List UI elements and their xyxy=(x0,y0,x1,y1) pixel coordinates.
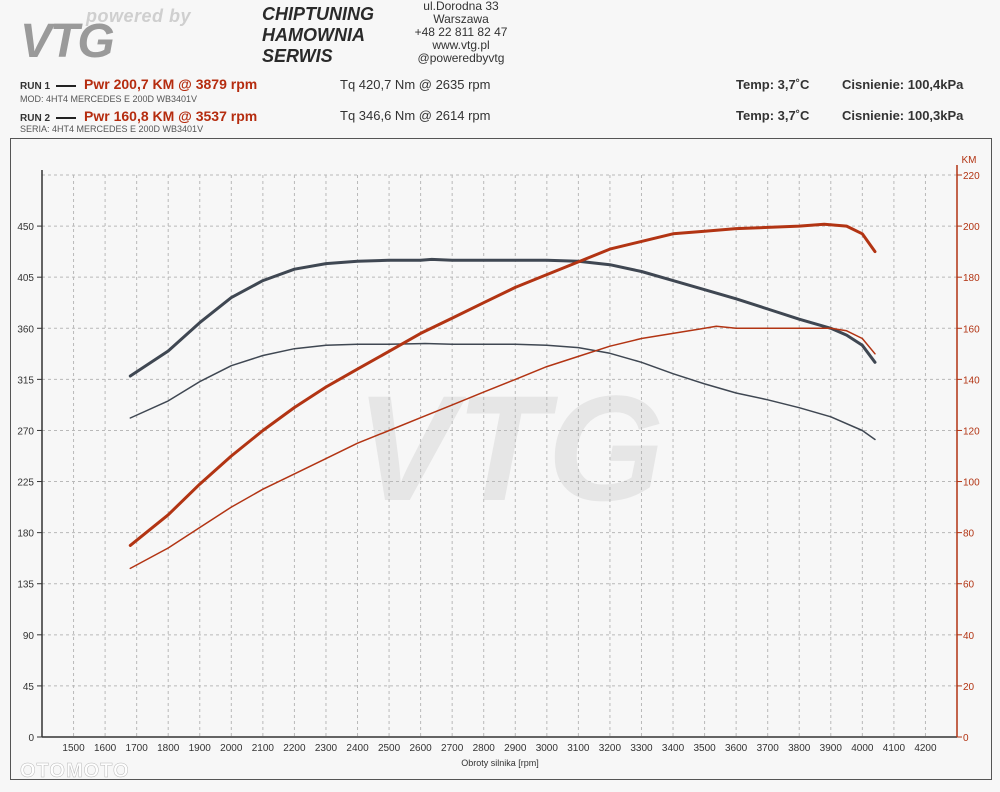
chart-panel xyxy=(10,138,992,780)
address-city: Warszawa xyxy=(433,12,489,26)
x-tick-label: 3700 xyxy=(757,743,780,754)
x-tick-label: 4000 xyxy=(851,743,874,754)
run1-line-icon xyxy=(56,84,77,87)
right-tick-label: 100 xyxy=(963,478,980,489)
address-social: @poweredbyvtg xyxy=(417,51,505,65)
run1-temp: Temp: 3,7˚C xyxy=(736,77,810,92)
right-tick-label: 200 xyxy=(963,222,980,233)
address-web: www.vtg.pl xyxy=(432,38,490,52)
run1-label: RUN 1 xyxy=(20,81,51,92)
logo-tagline: powered by xyxy=(86,6,192,26)
run2-pressure: Cisnienie: 100,3kPa xyxy=(842,108,964,123)
x-tick-label: 2600 xyxy=(409,743,432,754)
run2-header: RUN 2 Pwr 160,8 KM @ 3537 rpm xyxy=(20,108,257,124)
run2-label: RUN 2 xyxy=(20,113,51,124)
left-tick-label: 135 xyxy=(17,580,34,591)
left-tick-label: 180 xyxy=(17,529,34,540)
address-phone: +48 22 811 82 47 xyxy=(414,25,508,39)
left-tick-label: 405 xyxy=(17,273,34,284)
right-tick-label: 40 xyxy=(963,631,975,642)
run1-pressure: Cisnienie: 100,4kPa xyxy=(842,77,964,92)
x-tick-label: 4100 xyxy=(883,743,906,754)
service-line-3: SERWIS xyxy=(262,46,333,66)
otomoto-watermark: OTOMOTO xyxy=(20,760,130,783)
x-tick-label: 1500 xyxy=(62,743,85,754)
run2-line-icon xyxy=(56,116,77,119)
right-tick-label: 20 xyxy=(963,682,975,693)
service-line-2: HAMOWNIA xyxy=(262,25,365,45)
service-title: CHIPTUNING HAMOWNIA SERWIS xyxy=(262,4,374,67)
x-tick-label: 1600 xyxy=(94,743,117,754)
run1-power: Pwr 200,7 KM @ 3879 rpm xyxy=(84,76,258,92)
right-tick-label: 220 xyxy=(963,171,980,182)
right-tick-label: 180 xyxy=(963,273,980,284)
left-tick-label: 270 xyxy=(17,426,34,437)
right-axis-unit-label: KM xyxy=(962,155,977,166)
run1-info: MOD: 4HT4 MERCEDES E 200D WB3401V xyxy=(20,94,198,104)
power-run2-line xyxy=(129,325,876,570)
logo-mark: VTG xyxy=(20,15,115,68)
x-tick-label: 1900 xyxy=(189,743,212,754)
x-tick-label: 3400 xyxy=(662,743,685,754)
x-tick-label: 3100 xyxy=(567,743,590,754)
run1-torque: Tq 420,7 Nm @ 2635 rpm xyxy=(340,77,491,92)
right-tick-label: 120 xyxy=(963,426,980,437)
x-tick-label: 3300 xyxy=(630,743,653,754)
x-tick-label: 3200 xyxy=(599,743,622,754)
run2-torque: Tq 346,6 Nm @ 2614 rpm xyxy=(340,108,491,123)
x-tick-label: 3800 xyxy=(788,743,811,754)
torque-run1-line xyxy=(128,257,877,378)
left-tick-label: 45 xyxy=(23,682,35,693)
x-tick-label: 2500 xyxy=(378,743,401,754)
x-tick-label: 2200 xyxy=(283,743,306,754)
address-block: ul.Dorodna 33 Warszawa +48 22 811 82 47 … xyxy=(396,0,526,65)
x-tick-label: 2100 xyxy=(252,743,275,754)
chart-watermark-mark: VTG xyxy=(356,364,664,532)
right-tick-label: 160 xyxy=(963,324,980,335)
left-tick-label: 315 xyxy=(17,375,34,386)
x-tick-label: 2800 xyxy=(473,743,496,754)
run2-info: SERIA: 4HT4 MERCEDES E 200D WB3401V xyxy=(20,124,204,134)
x-axis-label: Obroty silnika [rpm] xyxy=(461,758,539,768)
left-tick-label: 90 xyxy=(23,631,35,642)
x-tick-label: 2700 xyxy=(441,743,464,754)
x-tick-label: 2000 xyxy=(220,743,243,754)
address-street: ul.Dorodna 33 xyxy=(423,0,499,13)
right-tick-label: 60 xyxy=(963,580,975,591)
left-tick-label: 450 xyxy=(17,222,34,233)
x-tick-label: 2400 xyxy=(346,743,369,754)
x-tick-label: 3600 xyxy=(725,743,748,754)
run2-power: Pwr 160,8 KM @ 3537 rpm xyxy=(84,108,258,124)
x-tick-label: 1800 xyxy=(157,743,180,754)
run2-temp: Temp: 3,7˚C xyxy=(736,108,810,123)
left-tick-label: 0 xyxy=(28,733,34,744)
right-tick-label: 0 xyxy=(963,733,969,744)
run1-header: RUN 1 Pwr 200,7 KM @ 3879 rpm xyxy=(20,76,257,92)
x-tick-label: 2900 xyxy=(504,743,527,754)
service-line-1: CHIPTUNING xyxy=(262,4,374,24)
x-tick-label: 3500 xyxy=(693,743,716,754)
power-run1-line xyxy=(128,222,877,547)
x-tick-label: 3000 xyxy=(536,743,559,754)
x-tick-label: 1700 xyxy=(126,743,149,754)
right-tick-label: 80 xyxy=(963,529,975,540)
left-tick-label: 225 xyxy=(17,478,34,489)
x-tick-label: 3900 xyxy=(820,743,843,754)
x-tick-label: 4200 xyxy=(914,743,937,754)
torque-run2-line xyxy=(129,342,876,441)
left-tick-label: 360 xyxy=(17,324,34,335)
x-tick-label: 2300 xyxy=(315,743,338,754)
vtg-logo: powered by VTG xyxy=(20,4,250,68)
right-tick-label: 140 xyxy=(963,375,980,386)
